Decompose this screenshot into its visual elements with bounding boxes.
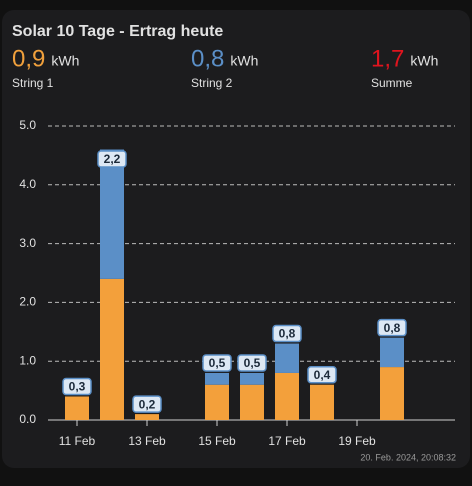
bar-segment xyxy=(310,384,334,420)
stat-name: Summe xyxy=(371,76,413,90)
x-tick-label: 17 Feb xyxy=(268,434,306,448)
y-tick-label: 3.0 xyxy=(19,236,36,250)
bar-label-box xyxy=(307,365,337,384)
bar-label: 0,4 xyxy=(307,365,337,384)
bar-label: 0,5 xyxy=(202,354,232,372)
y-tick-label: 0.0 xyxy=(19,412,36,426)
bar-label-box xyxy=(237,354,267,372)
bar-label-box xyxy=(62,377,92,396)
bar-label-box xyxy=(202,354,232,372)
stat-unit: kWh xyxy=(51,53,79,69)
bar-label-text: 0,8 xyxy=(279,327,296,341)
stat-name: String 2 xyxy=(191,76,233,90)
x-tick-label: 11 Feb xyxy=(59,434,96,448)
bar-label-box xyxy=(97,150,127,168)
stat-value: 0,8 xyxy=(191,45,224,72)
bar-label-box xyxy=(132,395,162,413)
bar-label-text: 0,8 xyxy=(384,321,401,335)
y-tick-label: 5.0 xyxy=(19,118,36,132)
stat-value: 0,9 xyxy=(12,45,45,72)
stat-unit: kWh xyxy=(230,53,258,69)
bar-label: 0,8 xyxy=(377,318,407,337)
bar-label: 0,8 xyxy=(272,324,302,343)
bar-segment xyxy=(380,367,404,420)
timestamp: 20. Feb. 2024, 20:08:32 xyxy=(360,452,456,462)
stat-name: String 1 xyxy=(12,76,54,90)
bar-label-text: 0,4 xyxy=(314,368,331,382)
bar-label-box xyxy=(377,318,407,337)
y-tick-label: 2.0 xyxy=(19,295,36,309)
y-tick-label: 1.0 xyxy=(19,353,36,367)
bar-segment xyxy=(205,372,229,385)
bar-label: 0,5 xyxy=(237,354,267,372)
bar-segment xyxy=(100,278,124,420)
bar-segment xyxy=(275,343,299,373)
bar-label-box xyxy=(272,324,302,343)
bar-segment xyxy=(100,149,124,279)
stat-unit: kWh xyxy=(410,53,438,69)
card-title: Solar 10 Tage - Ertrag heute xyxy=(12,23,223,40)
bar-label-text: 0,2 xyxy=(139,397,156,411)
bar-segment xyxy=(205,384,229,420)
bar-segment xyxy=(240,372,264,385)
x-tick-label: 13 Feb xyxy=(128,434,166,448)
bar-label-text: 0,3 xyxy=(69,380,86,394)
bar-segment xyxy=(380,337,404,368)
x-tick-label: 15 Feb xyxy=(198,434,236,448)
bar-segment xyxy=(135,414,159,420)
bar-label: 2,2 xyxy=(97,150,127,168)
bar-label-text: 0,5 xyxy=(209,356,226,370)
bar-segment xyxy=(240,384,264,420)
bar-label: 0,3 xyxy=(62,377,92,396)
stat-value: 1,7 xyxy=(371,45,404,72)
y-tick-label: 4.0 xyxy=(19,177,36,191)
x-tick-label: 19 Feb xyxy=(338,434,376,448)
bar-label: 0,2 xyxy=(132,395,162,413)
bar-segment xyxy=(65,396,89,420)
bar-label-text: 0,5 xyxy=(244,356,261,370)
bar-segment xyxy=(275,372,299,420)
bar-label-text: 2,2 xyxy=(104,152,121,166)
